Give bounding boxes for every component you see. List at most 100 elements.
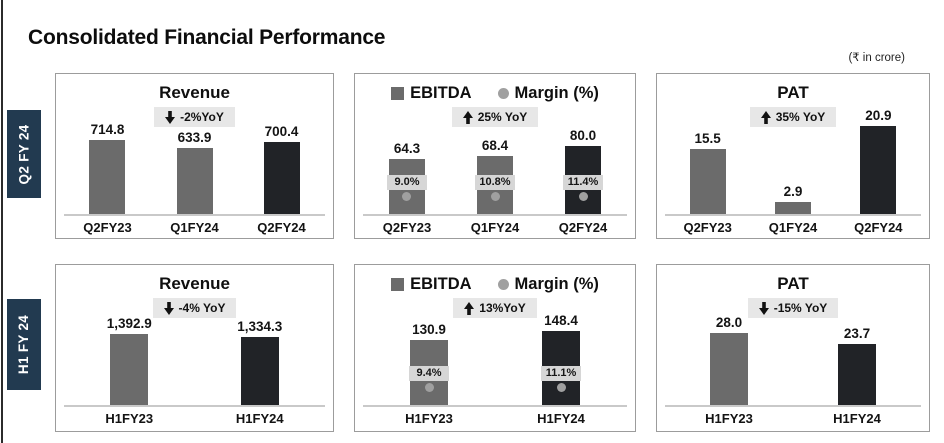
bar-plot: 130.9 9.4% 148.4 11.1% xyxy=(363,313,627,407)
bar-value-label: 1,392.9 xyxy=(106,316,152,331)
badge-row: -15% YoY xyxy=(657,298,929,318)
left-edge-divider xyxy=(1,0,3,443)
category-label-h1fy23: H1FY23 xyxy=(105,410,154,426)
bar-h1fy24 xyxy=(838,344,876,405)
chart-title: Revenue xyxy=(159,274,230,293)
category-label-q2fy24: Q2FY24 xyxy=(854,219,903,235)
chart-panel-q2-ebitda-margin: EBITDA Margin (%) 25% YoY 64.3 9.0% 68.4 10… xyxy=(354,73,636,239)
category-label-h1fy24: H1FY24 xyxy=(235,410,284,426)
badge-row: 35% YoY xyxy=(657,107,929,127)
arrow-down-icon xyxy=(163,301,174,315)
legend-margin-label: Margin (%) xyxy=(514,83,599,102)
badge-row: 25% YoY xyxy=(355,107,635,127)
legend-item-ebitda: EBITDA xyxy=(391,83,472,103)
arrow-down-icon xyxy=(165,110,176,124)
margin-dot-icon xyxy=(490,192,500,201)
category-label-q2fy23: Q2FY23 xyxy=(382,219,432,235)
yoy-badge: -4% YoY xyxy=(152,298,237,318)
yoy-badge-label: -4% YoY xyxy=(178,301,226,315)
margin-dot-icon xyxy=(556,383,566,392)
bar-plot: 28.0 23.7 xyxy=(665,315,921,407)
bar-value-label: 80.0 xyxy=(569,128,597,143)
chart-panel-q2-pat: PAT 35% YoY 15.5 2.9 20.9 Q2FY23 Q1FY24 Q2FY… xyxy=(656,73,930,239)
legend-ebitda-label: EBITDA xyxy=(410,83,472,102)
bar-value-label: 15.5 xyxy=(694,131,721,146)
category-axis: H1FY23 H1FY24 xyxy=(665,409,921,427)
bar-h1fy23 xyxy=(110,334,149,405)
chart-panel-h1-revenue: Revenue -4% YoY 1,392.9 1,334.3 H1FY23 H1F… xyxy=(55,264,334,432)
bar-value-label: 148.4 xyxy=(544,313,578,328)
margin-percent-label: 11.1% xyxy=(541,366,581,381)
category-axis: Q2FY23 Q1FY24 Q2FY24 xyxy=(363,218,627,236)
category-label-q2fy24: Q2FY24 xyxy=(558,219,608,235)
margin-dot-icon xyxy=(402,192,412,201)
panel-header: PAT xyxy=(657,81,929,105)
category-axis: H1FY23 H1FY24 xyxy=(363,409,627,427)
badge-row: -2%YoY xyxy=(56,107,333,127)
panel-header: EBITDA Margin (%) xyxy=(355,81,635,105)
bar-value-label: 64.3 xyxy=(393,141,421,156)
bar-plot: 714.8 633.9 700.4 xyxy=(64,122,325,216)
yoy-badge: -15% YoY xyxy=(747,298,839,318)
bar-value-label: 700.4 xyxy=(264,124,299,139)
arrow-up-icon xyxy=(760,110,771,124)
bar-value-label: 130.9 xyxy=(412,322,446,337)
panel-header: EBITDA Margin (%) xyxy=(355,272,635,296)
bar-q2fy23 xyxy=(89,140,126,214)
chart-title: PAT xyxy=(777,274,809,293)
yoy-badge-label: -2%YoY xyxy=(180,110,224,124)
chart-title: Revenue xyxy=(159,83,230,102)
chart-panel-h1-ebitda-margin: EBITDA Margin (%) 13%YoY 130.9 9.4% 148.4 1… xyxy=(354,264,636,432)
chart-panel-q2-revenue: Revenue -2%YoY 714.8 633.9 700.4 Q2FY23 Q1F… xyxy=(55,73,334,239)
bar-value-label: 23.7 xyxy=(843,326,871,341)
category-axis: H1FY23 H1FY24 xyxy=(64,409,325,427)
legend-item-margin: Margin (%) xyxy=(497,83,599,103)
bar-value-label: 28.0 xyxy=(715,315,743,330)
bar-plot: 64.3 9.0% 68.4 10.8% 80.0 11.4% xyxy=(363,124,627,216)
category-label-q2fy24: Q2FY24 xyxy=(257,219,306,235)
badge-row: -4% YoY xyxy=(56,298,333,318)
yoy-badge: -2%YoY xyxy=(154,107,235,127)
bar-value-label: 1,334.3 xyxy=(237,319,283,334)
category-label-q1fy24: Q1FY24 xyxy=(470,219,520,235)
row-banner-q2fy24: Q2 FY 24 xyxy=(7,110,41,198)
bar-q1fy24 xyxy=(775,202,811,214)
category-label-h1fy23: H1FY23 xyxy=(405,410,453,426)
arrow-up-icon xyxy=(462,110,473,124)
margin-circle-swatch-icon xyxy=(497,278,509,290)
category-label-h1fy24: H1FY24 xyxy=(537,410,585,426)
bar-q2fy23 xyxy=(689,149,726,214)
panel-header: PAT xyxy=(657,272,929,296)
bar-h1fy24 xyxy=(240,337,279,405)
panel-header: Revenue xyxy=(56,272,333,296)
panel-header: Revenue xyxy=(56,81,333,105)
arrow-down-icon xyxy=(758,301,769,315)
row-banner-q2fy24-label: Q2 FY 24 xyxy=(16,124,32,184)
currency-unit-note: (₹ in crore) xyxy=(848,52,905,64)
category-label-q1fy24: Q1FY24 xyxy=(768,219,818,235)
yoy-badge-label: 25% YoY xyxy=(477,110,528,124)
category-label-q2fy23: Q2FY23 xyxy=(683,219,732,235)
margin-percent-label: 9.0% xyxy=(386,175,427,190)
bar-q1fy24 xyxy=(176,148,213,214)
category-label-q1fy24: Q1FY24 xyxy=(170,219,219,235)
bar-value-label: 714.8 xyxy=(90,122,125,137)
margin-percent-label: 11.4% xyxy=(563,175,603,190)
margin-circle-swatch-icon xyxy=(497,87,509,99)
bar-plot: 1,392.9 1,334.3 xyxy=(64,315,325,407)
bar-plot: 15.5 2.9 20.9 xyxy=(665,108,921,216)
category-label-h1fy23: H1FY23 xyxy=(705,410,753,426)
legend-item-margin: Margin (%) xyxy=(497,274,599,294)
yoy-badge-label: 35% YoY xyxy=(775,110,826,124)
yoy-badge: 13%YoY xyxy=(453,298,537,318)
yoy-badge: 25% YoY xyxy=(451,107,539,127)
ebitda-square-swatch-icon xyxy=(391,277,405,291)
chart-title: PAT xyxy=(777,83,809,102)
margin-dot-icon xyxy=(424,383,434,392)
legend-margin-label: Margin (%) xyxy=(514,274,599,293)
legend-item-ebitda: EBITDA xyxy=(391,275,472,294)
arrow-up-icon xyxy=(464,301,475,315)
row-banner-h1fy24-label: H1 FY 24 xyxy=(16,314,32,375)
bar-q2fy24 xyxy=(860,126,897,214)
